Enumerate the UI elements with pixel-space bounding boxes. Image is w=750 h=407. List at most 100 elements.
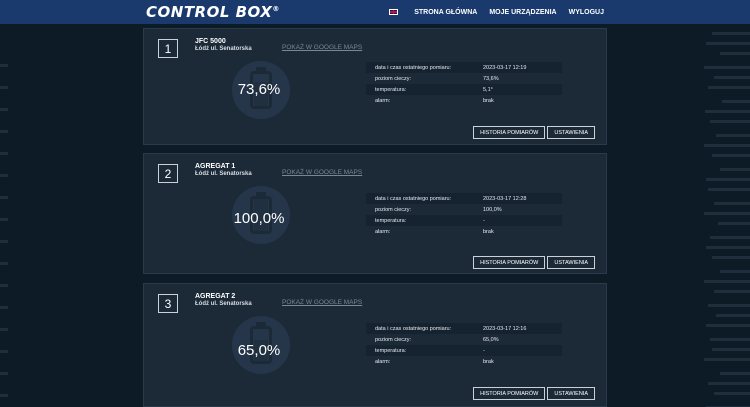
row-level: poziom cieczy: 100,0% bbox=[366, 204, 562, 215]
nav-home[interactable]: STRONA GŁÓWNA bbox=[414, 8, 478, 16]
google-maps-link[interactable]: POKAŻ W GOOGLE MAPS bbox=[282, 169, 363, 176]
decorative-stripe bbox=[710, 236, 750, 239]
decorative-stripe bbox=[0, 306, 8, 309]
level-percent-display: 100,0% bbox=[233, 210, 285, 227]
value-level: 73,6% bbox=[483, 75, 499, 82]
row-temperature: temperatura: - bbox=[366, 215, 562, 226]
device-name: AGREGAT 2 bbox=[195, 293, 236, 300]
decorative-stripe bbox=[0, 350, 8, 353]
row-date: data i czas ostatniego pomiaru: 2023-03-… bbox=[366, 323, 562, 334]
decorative-stripe bbox=[0, 240, 8, 243]
decorative-stripe bbox=[704, 144, 750, 147]
decorative-stripe bbox=[0, 152, 8, 155]
tank-cap bbox=[256, 322, 266, 327]
history-button[interactable]: HISTORIA POMIARÓW bbox=[473, 256, 546, 269]
tank-cap bbox=[256, 67, 266, 72]
decorative-stripe bbox=[706, 324, 750, 327]
nav-logout[interactable]: WYLOGUJ bbox=[568, 8, 604, 16]
decorative-stripe bbox=[714, 202, 750, 205]
decorative-stripe bbox=[704, 280, 750, 283]
decorative-stripe bbox=[720, 270, 750, 273]
level-percent-display: 73,6% bbox=[237, 81, 281, 98]
decorative-stripe bbox=[714, 392, 750, 395]
value-date: 2023-03-17 12:16 bbox=[483, 325, 527, 332]
tank-level-fill bbox=[254, 340, 268, 361]
decorative-stripe bbox=[0, 196, 8, 199]
tank-body bbox=[250, 71, 272, 109]
decorative-stripe bbox=[712, 256, 750, 259]
decorative-stripe bbox=[706, 246, 750, 249]
decorative-stripe bbox=[704, 358, 750, 361]
main-nav: STRONA GŁÓWNA MOJE URZĄDZENIA WYLOGUJ bbox=[389, 0, 604, 24]
value-alarm: brak bbox=[483, 97, 494, 104]
tank-level-fill bbox=[254, 82, 268, 106]
device-address: Łódź ul. Senatorska bbox=[195, 301, 252, 307]
decorative-stripe bbox=[0, 394, 8, 397]
decorative-stripe bbox=[718, 222, 750, 225]
device-address: Łódź ul. Senatorska bbox=[195, 171, 252, 177]
value-date: 2023-03-17 12:19 bbox=[483, 64, 527, 71]
history-button[interactable]: HISTORIA POMIARÓW bbox=[473, 126, 546, 139]
tank-gauge-icon bbox=[232, 186, 290, 244]
row-alarm: alarm: brak bbox=[366, 356, 562, 367]
settings-button[interactable]: USTAWIENIA bbox=[547, 126, 595, 139]
device-number: 2 bbox=[158, 164, 178, 183]
decorative-stripe bbox=[706, 178, 750, 181]
label-temperature: temperatura: bbox=[375, 347, 407, 354]
google-maps-link[interactable]: POKAŻ W GOOGLE MAPS bbox=[282, 44, 363, 51]
logo-text: CONTROL BOX bbox=[146, 3, 273, 21]
decorative-stripe bbox=[720, 168, 750, 171]
tank-cap bbox=[256, 192, 266, 197]
value-temperature: 5,1° bbox=[483, 86, 493, 93]
card-actions: HISTORIA POMIARÓW USTAWIENIA bbox=[473, 387, 595, 400]
row-temperature: temperatura: - bbox=[366, 345, 562, 356]
decorative-stripe bbox=[0, 262, 8, 265]
value-level: 65,0% bbox=[483, 336, 499, 343]
device-card: 1 JFC 5000 Łódź ul. Senatorska POKAŻ W G… bbox=[143, 28, 607, 145]
decorative-stripe bbox=[716, 314, 750, 317]
label-level: poziom cieczy: bbox=[375, 336, 412, 343]
decorative-stripe bbox=[712, 154, 750, 157]
row-level: poziom cieczy: 65,0% bbox=[366, 334, 562, 345]
row-date: data i czas ostatniego pomiaru: 2023-03-… bbox=[366, 62, 562, 73]
label-date: data i czas ostatniego pomiaru: bbox=[375, 195, 452, 202]
top-navbar: CONTROL BOX® STRONA GŁÓWNA MOJE URZĄDZEN… bbox=[0, 0, 750, 24]
label-temperature: temperatura: bbox=[375, 217, 407, 224]
label-level: poziom cieczy: bbox=[375, 75, 412, 82]
decorative-stripe bbox=[705, 110, 750, 113]
row-alarm: alarm: brak bbox=[366, 95, 562, 106]
decorative-stripe bbox=[714, 290, 750, 293]
device-card: 3 AGREGAT 2 Łódź ul. Senatorska POKAŻ W … bbox=[143, 283, 607, 407]
device-card: 2 AGREGAT 1 Łódź ul. Senatorska POKAŻ W … bbox=[143, 153, 607, 274]
decorative-stripe bbox=[716, 134, 750, 137]
tank-level-fill bbox=[254, 199, 268, 231]
row-alarm: alarm: brak bbox=[366, 226, 562, 237]
decorative-stripe bbox=[704, 212, 750, 215]
decorative-stripe bbox=[722, 100, 750, 103]
google-maps-link[interactable]: POKAŻ W GOOGLE MAPS bbox=[282, 299, 363, 306]
decorative-stripe bbox=[708, 382, 750, 385]
settings-button[interactable]: USTAWIENIA bbox=[547, 387, 595, 400]
value-alarm: brak bbox=[483, 358, 494, 365]
label-date: data i czas ostatniego pomiaru: bbox=[375, 64, 452, 71]
decorative-stripes-left bbox=[0, 24, 10, 407]
label-alarm: alarm: bbox=[375, 97, 391, 104]
value-date: 2023-03-17 12:28 bbox=[483, 195, 527, 202]
row-temperature: temperatura: 5,1° bbox=[366, 84, 562, 95]
decorative-stripe bbox=[712, 32, 750, 35]
decorative-stripe bbox=[720, 372, 750, 375]
decorative-stripe bbox=[712, 348, 750, 351]
label-level: poziom cieczy: bbox=[375, 206, 412, 213]
settings-button[interactable]: USTAWIENIA bbox=[547, 256, 595, 269]
logo[interactable]: CONTROL BOX® bbox=[146, 3, 280, 21]
measurement-table: data i czas ostatniego pomiaru: 2023-03-… bbox=[366, 323, 562, 367]
decorative-stripe bbox=[0, 218, 8, 221]
nav-my-devices[interactable]: MOJE URZĄDZENIA bbox=[489, 8, 557, 16]
device-address: Łódź ul. Senatorska bbox=[195, 46, 252, 52]
decorative-stripe bbox=[0, 86, 8, 89]
history-button[interactable]: HISTORIA POMIARÓW bbox=[473, 387, 546, 400]
tank-gauge-icon bbox=[232, 61, 290, 119]
value-level: 100,0% bbox=[483, 206, 502, 213]
uk-flag-icon[interactable] bbox=[389, 9, 399, 15]
decorative-stripe bbox=[0, 174, 8, 177]
